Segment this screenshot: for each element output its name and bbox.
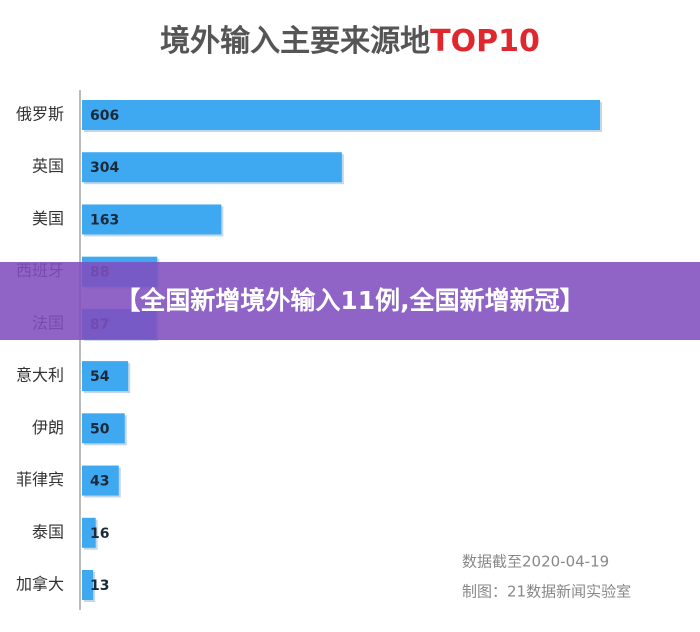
note: 数据截至2020-04-19	[462, 553, 609, 571]
value-label: 304	[90, 160, 119, 176]
title-part: 境外输入主要来源地	[160, 24, 430, 59]
bar	[82, 517, 96, 548]
category-label: 美国	[32, 209, 64, 228]
bar	[82, 204, 222, 235]
banner-text: 【全国新增境外输入11例,全国新增新冠】	[115, 286, 585, 315]
category-label: 菲律宾	[16, 470, 64, 489]
category-label: 意大利	[16, 366, 64, 385]
note: 制图：21数据新闻实验室	[462, 583, 631, 601]
category-label: 英国	[32, 157, 64, 176]
category-label: 泰国	[32, 522, 64, 541]
bar	[82, 465, 119, 496]
value-label: 43	[90, 474, 109, 490]
bar	[82, 100, 600, 130]
category-label: 伊朗	[32, 418, 64, 437]
bar	[82, 152, 342, 183]
title-highlight: TOP10	[430, 24, 540, 59]
banner: 【全国新增境外输入11例,全国新增新冠】	[0, 262, 700, 340]
category-label: 俄罗斯	[16, 105, 64, 124]
value-label: 13	[90, 578, 109, 594]
value-label: 163	[90, 212, 119, 228]
bar	[82, 413, 125, 444]
value-label: 606	[90, 108, 119, 124]
value-label: 16	[90, 526, 109, 542]
value-label: 54	[90, 369, 110, 385]
category-label: 加拿大	[16, 575, 64, 594]
value-label: 50	[90, 421, 110, 437]
bar	[82, 570, 94, 600]
bar	[82, 361, 129, 392]
chart-title: 境外输入主要来源地TOP10	[160, 24, 540, 59]
